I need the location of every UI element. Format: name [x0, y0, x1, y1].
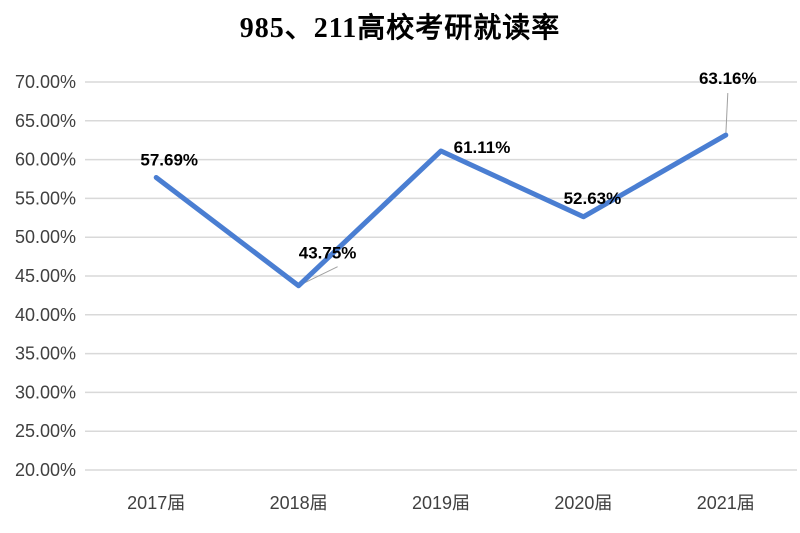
- data-point-label: 43.75%: [299, 244, 357, 263]
- x-axis-category-label: 2018届: [270, 493, 328, 513]
- y-axis-tick-label: 65.00%: [15, 111, 76, 131]
- y-axis-tick-label: 55.00%: [15, 188, 76, 208]
- chart-title: 985、211高校考研就读率: [239, 13, 561, 44]
- x-axis-category-label: 2020届: [554, 493, 612, 513]
- y-axis-tick-label: 35.00%: [15, 344, 76, 364]
- x-axis-category-label: 2019届: [412, 493, 470, 513]
- x-axis-category-label: 2017届: [127, 493, 185, 513]
- y-axis-tick-label: 40.00%: [15, 305, 76, 325]
- data-point-label: 61.11%: [454, 138, 511, 157]
- y-axis-tick-label: 70.00%: [15, 72, 76, 92]
- data-series-line: [153, 132, 729, 289]
- y-axis-tick-label: 30.00%: [15, 382, 76, 402]
- y-axis-tick-label: 20.00%: [15, 460, 76, 480]
- data-point-label: 52.63%: [564, 189, 622, 208]
- data-label-leader-line: [725, 93, 729, 136]
- data-point-label: 63.16%: [699, 69, 757, 88]
- data-point-label: 57.69%: [140, 151, 198, 170]
- y-axis-tick-label: 50.00%: [15, 227, 76, 247]
- y-axis-tick-label: 25.00%: [15, 421, 76, 441]
- x-axis-category-label: 2021届: [697, 493, 755, 513]
- y-axis-tick-label: 60.00%: [15, 150, 76, 170]
- y-axis-tick-label: 45.00%: [15, 266, 76, 286]
